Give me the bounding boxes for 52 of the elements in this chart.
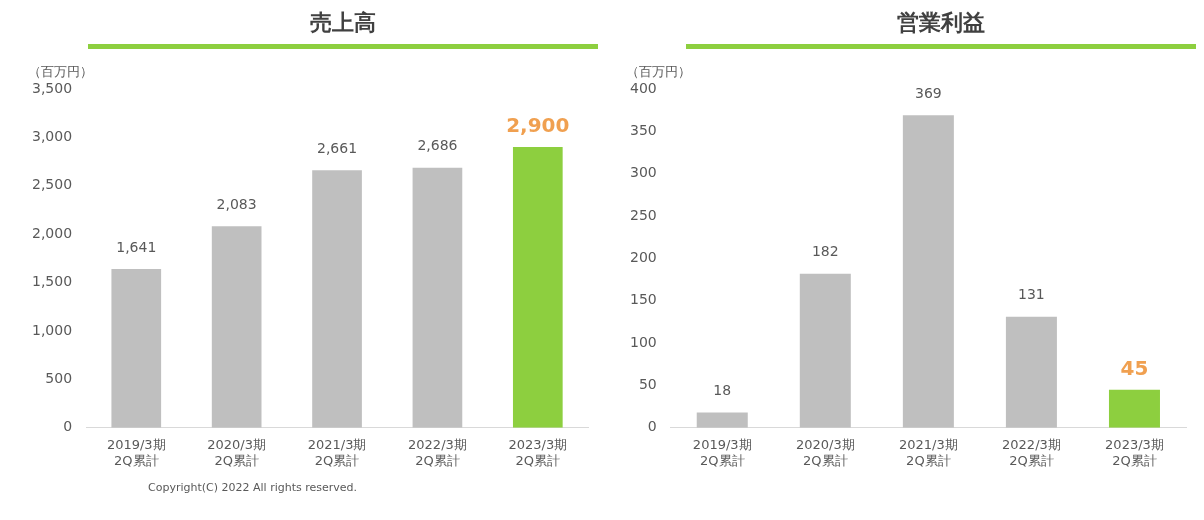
- data-label: 2,083: [216, 195, 257, 212]
- y-tick-label: 3,000: [31, 128, 73, 145]
- y-tick-label: 400: [629, 79, 657, 96]
- y-tick-label: 2,000: [31, 224, 73, 241]
- y-tick-label: 350: [629, 121, 657, 138]
- y-axis-title: （百万円）: [28, 63, 93, 79]
- data-label: 2,686: [417, 137, 458, 154]
- data-label: 18: [713, 382, 732, 399]
- y-axis-title: （百万円）: [626, 63, 691, 79]
- x-tick-label: 2022/3期 2Q累計: [408, 436, 467, 468]
- x-tick-label: 2023/3期 2Q累計: [1105, 436, 1164, 468]
- x-tick-label: 2019/3期 2Q累計: [692, 436, 752, 468]
- chart-title: 営業利益: [686, 8, 1196, 49]
- x-tick-label: 2021/3期 2Q累計: [898, 436, 958, 468]
- bar: [512, 147, 563, 428]
- y-tick-label: 200: [629, 249, 657, 266]
- y-tick-label: 50: [638, 376, 657, 393]
- chart-title: 売上高: [88, 8, 598, 49]
- y-tick-label: 500: [45, 370, 73, 387]
- y-tick-label: 100: [629, 333, 657, 350]
- x-tick-label: 2020/3期 2Q累計: [795, 436, 855, 468]
- data-label: 182: [811, 243, 839, 260]
- y-tick-label: 300: [629, 164, 657, 181]
- bar: [1108, 389, 1160, 428]
- x-tick-label: 2020/3期 2Q累計: [207, 436, 267, 468]
- y-tick-label: 150: [629, 291, 657, 308]
- data-label: 131: [1018, 286, 1045, 303]
- bar: [696, 412, 748, 428]
- data-label: 2,661: [316, 139, 358, 156]
- x-tick-label: 2022/3期 2Q累計: [1002, 436, 1061, 468]
- bar: [111, 268, 162, 428]
- y-tick-label: 2,500: [31, 176, 73, 193]
- bar: [312, 170, 362, 428]
- y-tick-label: 3,500: [31, 79, 73, 96]
- bar: [1005, 316, 1057, 428]
- text: Copyright(C) 2022 All rights reserved.: [148, 481, 359, 494]
- x-tick-label: 2021/3期 2Q累計: [307, 436, 367, 468]
- data-label: 45: [1120, 355, 1149, 380]
- bar: [211, 226, 262, 428]
- data-label: 2,900: [506, 113, 570, 138]
- x-tick-label: 2019/3期 2Q累計: [106, 436, 166, 468]
- y-tick-label: 250: [629, 206, 657, 223]
- bar: [799, 273, 851, 428]
- x-tick-label: 2023/3期 2Q累計: [508, 436, 568, 468]
- data-label: 1,641: [116, 238, 157, 255]
- y-tick-label: 1,500: [31, 273, 73, 290]
- bar: [412, 167, 463, 428]
- data-label: 369: [914, 84, 942, 101]
- y-tick-label: 0: [647, 418, 657, 435]
- y-tick-label: 1,000: [31, 321, 73, 338]
- bar: [902, 115, 954, 428]
- y-tick-label: 0: [63, 418, 73, 435]
